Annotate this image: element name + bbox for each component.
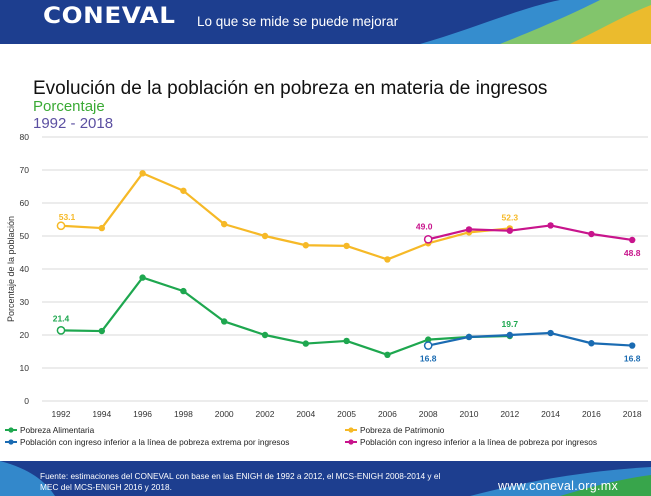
data-point bbox=[98, 224, 106, 232]
data-point-start bbox=[56, 326, 66, 335]
data-point bbox=[547, 222, 554, 229]
data-point bbox=[180, 187, 187, 194]
chart-title: Evolución de la población en pobreza en … bbox=[33, 78, 548, 99]
x-tick-label: 1992 bbox=[52, 409, 71, 419]
x-tick-label: 1994 bbox=[92, 409, 111, 419]
series-line bbox=[60, 276, 510, 356]
legend-label: Población con ingreso inferior a la líne… bbox=[360, 437, 597, 447]
x-tick-label: 2005 bbox=[337, 409, 356, 419]
data-label: 53.1 bbox=[59, 212, 76, 222]
y-tick-label: 40 bbox=[20, 264, 30, 274]
y-tick-label: 80 bbox=[20, 132, 30, 142]
x-tick-label: 1996 bbox=[133, 409, 152, 419]
data-point bbox=[629, 236, 636, 244]
y-tick-label: 20 bbox=[20, 330, 30, 340]
legend-swatch-dot bbox=[8, 439, 14, 445]
legend-label: Población con ingreso inferior a la líne… bbox=[20, 437, 289, 447]
data-label: 16.8 bbox=[624, 354, 641, 364]
x-tick-label: 2008 bbox=[419, 409, 438, 419]
data-point bbox=[221, 318, 228, 325]
x-tick-label: 2018 bbox=[623, 409, 642, 419]
data-point bbox=[98, 327, 106, 335]
data-label: 49.0 bbox=[416, 221, 433, 231]
data-point bbox=[139, 170, 146, 177]
data-point bbox=[465, 333, 473, 341]
data-point bbox=[221, 220, 228, 228]
footer-source: Fuente: estimaciones del CONEVAL con bas… bbox=[40, 471, 441, 492]
data-point bbox=[343, 242, 350, 250]
chart-subtitle: Porcentaje bbox=[33, 98, 105, 115]
x-tick-label: 2016 bbox=[582, 409, 601, 419]
data-point bbox=[302, 242, 309, 249]
footer-banner bbox=[0, 461, 651, 496]
series-line bbox=[60, 172, 510, 261]
data-point bbox=[465, 226, 473, 233]
x-tick-label: 2012 bbox=[500, 409, 519, 419]
legend-swatch-dot bbox=[8, 427, 14, 433]
y-tick-label: 10 bbox=[20, 363, 30, 373]
data-label: 21.4 bbox=[53, 313, 70, 323]
data-point bbox=[343, 337, 350, 345]
series-line bbox=[427, 331, 633, 347]
line-chart: 0 10 20 30 40 50 60 70 80 Porcentaje de la poblac… bbox=[5, 132, 648, 447]
series-line bbox=[427, 224, 633, 242]
data-point bbox=[139, 274, 146, 281]
header-banner: CONEVAL Lo que se mide se puede mejorar bbox=[0, 0, 651, 44]
x-tick-label: 2004 bbox=[296, 409, 315, 419]
x-tick-label: 2002 bbox=[256, 409, 275, 419]
data-point bbox=[547, 329, 554, 337]
data-point-start bbox=[423, 234, 433, 244]
coneval-logo: CONEVAL bbox=[43, 4, 176, 29]
x-tick-label: 2010 bbox=[460, 409, 479, 419]
legend-label: Pobreza Alimentaria bbox=[20, 425, 95, 435]
data-point bbox=[261, 232, 269, 240]
data-point bbox=[506, 331, 513, 339]
x-tick-label: 2000 bbox=[215, 409, 234, 419]
legend-swatch-dot bbox=[348, 427, 354, 433]
data-point-start bbox=[56, 221, 66, 231]
data-point bbox=[506, 227, 513, 234]
header-slogan: Lo que se mide se puede mejorar bbox=[197, 14, 399, 29]
data-point-start bbox=[423, 341, 433, 350]
data-point bbox=[180, 287, 187, 295]
data-label: 16.8 bbox=[420, 354, 437, 364]
data-point bbox=[261, 331, 269, 339]
y-tick-label: 0 bbox=[24, 396, 29, 406]
data-label: 52.3 bbox=[502, 212, 519, 222]
y-tick-label: 60 bbox=[20, 198, 30, 208]
y-tick-label: 30 bbox=[20, 297, 30, 307]
data-label: 48.8 bbox=[624, 248, 641, 258]
footer-url[interactable]: www.coneval.org.mx bbox=[498, 479, 619, 493]
y-tick-label: 50 bbox=[20, 231, 30, 241]
header-background bbox=[0, 0, 651, 44]
data-point bbox=[588, 340, 595, 347]
chart-period: 1992 - 2018 bbox=[33, 115, 114, 132]
data-point bbox=[588, 230, 595, 238]
data-label: 19.7 bbox=[502, 319, 519, 329]
data-point bbox=[384, 256, 391, 263]
data-point bbox=[384, 351, 391, 358]
y-axis-label: Porcentaje de la población bbox=[6, 216, 16, 322]
x-tick-label: 2014 bbox=[541, 409, 560, 419]
legend-label: Pobreza de Patrimonio bbox=[360, 425, 445, 435]
legend-swatch-dot bbox=[348, 439, 354, 445]
data-point bbox=[629, 342, 636, 349]
data-point bbox=[425, 336, 432, 343]
footer-background bbox=[0, 461, 651, 496]
y-tick-label: 70 bbox=[20, 165, 30, 175]
x-tick-label: 1998 bbox=[174, 409, 193, 419]
x-tick-label: 2006 bbox=[378, 409, 397, 419]
data-point bbox=[302, 340, 309, 347]
